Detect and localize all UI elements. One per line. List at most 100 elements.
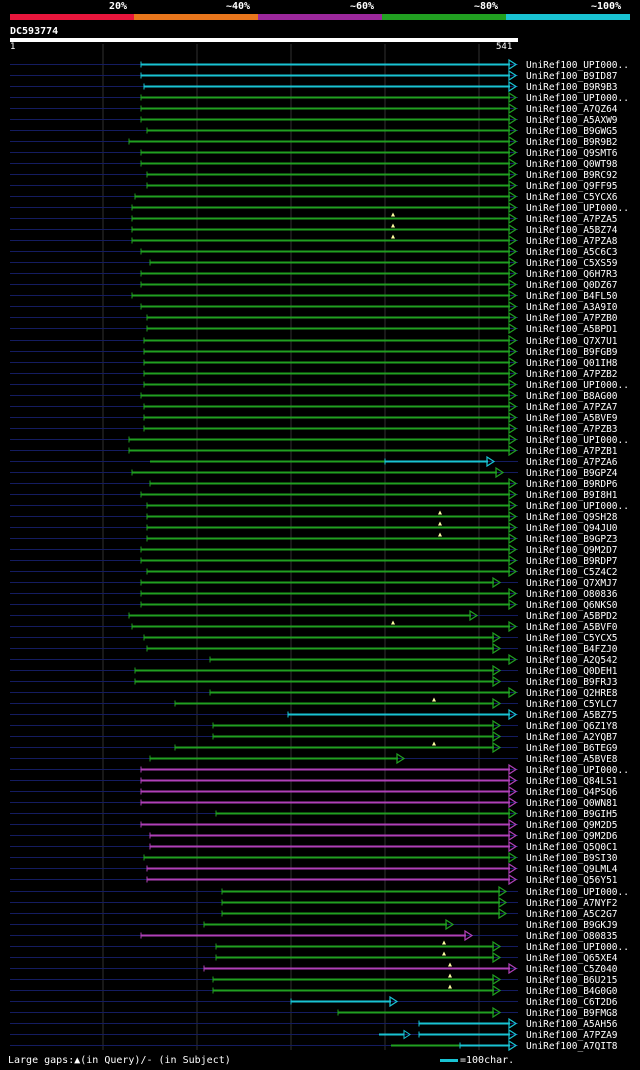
scale-bar-icon [440, 1058, 458, 1062]
hit-accession: UniRef100_Q7X7U1 [526, 336, 618, 347]
legend-segment [10, 14, 134, 20]
hit-accession: UniRef100_Q0DZ67 [526, 280, 618, 291]
hit-accession: UniRef100_B9R9B2 [526, 137, 618, 148]
hit-arrowhead [508, 433, 518, 446]
hit-arrowhead [508, 532, 518, 545]
hit-arrowhead [508, 554, 518, 567]
hit-arrowhead [508, 212, 518, 225]
hit-arrowhead [498, 885, 508, 898]
hit-accession: UniRef100_Q5Q0C1 [526, 842, 618, 853]
hit-accession: UniRef100_Q7XMJ7 [526, 578, 618, 589]
hit-arrowhead [445, 918, 455, 931]
hit-accession: UniRef100_A5BPD1 [526, 324, 618, 335]
hit-accession: UniRef100_B9GIH5 [526, 809, 618, 820]
hit-accession: UniRef100_A7PZB2 [526, 369, 618, 380]
hit-accession: UniRef100_UPI000.. [526, 203, 629, 214]
query-gap-mark [432, 741, 436, 746]
hit-arrowhead [508, 774, 518, 787]
hit-accession: UniRef100_A7PZA9 [526, 1030, 618, 1041]
hit-accession: UniRef100_UPI000.. [526, 887, 629, 898]
hit-accession: UniRef100_Q9SMT6 [526, 148, 618, 159]
hit-arrowhead [508, 818, 518, 831]
legend-segment [382, 14, 506, 20]
gaps-legend: Large gaps:▲(in Query)/- (in Subject) [8, 1055, 231, 1066]
hit-arrowhead [508, 543, 518, 556]
hit-accession: UniRef100_Q6Z1Y8 [526, 721, 618, 732]
hit-arrowhead [498, 907, 508, 920]
hit-accession: UniRef100_B9ID87 [526, 71, 618, 82]
identity-legend: 20% ~40% ~60% ~80% ~100% [10, 0, 630, 24]
hit-arrowhead [492, 576, 502, 589]
scale-legend: =100char. [440, 1055, 514, 1066]
query-id: DC593774 [10, 26, 59, 37]
hit-arrowhead [508, 411, 518, 424]
hit-arrowhead [508, 322, 518, 335]
hit-accession: UniRef100_Q56Y51 [526, 875, 618, 886]
hit-accession: UniRef100_B9RC92 [526, 170, 618, 181]
query-gap-mark [442, 951, 446, 956]
hit-arrowhead [508, 796, 518, 809]
hit-arrowhead [508, 223, 518, 236]
hit-arrowhead [508, 510, 518, 523]
hit-accession: UniRef100_B9SI30 [526, 853, 618, 864]
hit-arrowhead [508, 300, 518, 313]
hit-arrowhead [508, 91, 518, 104]
hit-accession: UniRef100_C5YLC7 [526, 699, 618, 710]
hit-arrowhead [508, 763, 518, 776]
hit-arrowhead [508, 1017, 518, 1030]
ruler-end-label: 541 [496, 42, 513, 52]
hit-arrowhead [508, 256, 518, 269]
hit-accession: UniRef100_A5BVE9 [526, 413, 618, 424]
hit-arrowhead [508, 422, 518, 435]
hit-arrowhead [492, 631, 502, 644]
hit-accession: UniRef100_A5BVF0 [526, 622, 618, 633]
hit-arrowhead [508, 807, 518, 820]
hit-accession: UniRef100_C5XS59 [526, 258, 618, 269]
query-gap-mark [391, 223, 395, 228]
hit-arrowhead [464, 929, 474, 942]
hit-accession: UniRef100_Q9FF95 [526, 181, 618, 192]
hit-accession: UniRef100_A7PZB3 [526, 424, 618, 435]
hit-arrowhead [508, 598, 518, 611]
hit-accession: UniRef100_A7NYF2 [526, 898, 618, 909]
hit-accession: UniRef100_A5C2G7 [526, 909, 618, 920]
hit-arrowhead [508, 334, 518, 347]
hit-accession: UniRef100_A7QZ64 [526, 104, 618, 115]
hit-accession: UniRef100_A5BVE8 [526, 754, 618, 765]
hit-accession: UniRef100_Q65XE4 [526, 953, 618, 964]
hit-accession: UniRef100_UPI000.. [526, 501, 629, 512]
hit-arrowhead [508, 862, 518, 875]
hit-arrowhead [508, 1039, 518, 1052]
hit-arrowhead [492, 1006, 502, 1019]
hit-accession: UniRef100_UPI000.. [526, 942, 629, 953]
hit-accession: UniRef100_A7PZB0 [526, 313, 618, 324]
hit-accession: UniRef100_Q94JU0 [526, 523, 618, 534]
hit-accession: UniRef100_Q0DEH1 [526, 666, 618, 677]
hit-accession: UniRef100_Q2HRE8 [526, 688, 618, 699]
hit-accession: UniRef100_B8AG00 [526, 391, 618, 402]
hit-arrowhead [508, 400, 518, 413]
hit-accession: UniRef100_A7PZA7 [526, 402, 618, 413]
query-gap-mark [391, 212, 395, 217]
query-gap-mark [438, 510, 442, 515]
hit-accession: UniRef100_Q9M2D7 [526, 545, 618, 556]
hit-arrowhead [508, 686, 518, 699]
hit-arrowhead [508, 829, 518, 842]
hit-arrowhead [508, 69, 518, 82]
hit-accession: UniRef100_Q0WT98 [526, 159, 618, 170]
hit-accession: UniRef100_Q0WN81 [526, 798, 618, 809]
legend-label: ~60% [350, 1, 375, 12]
hit-accession: UniRef100_B9I8H1 [526, 490, 618, 501]
query-gap-mark [448, 962, 452, 967]
hit-accession: UniRef100_B6U215 [526, 975, 618, 986]
hit-accession: UniRef100_B9R9B3 [526, 82, 618, 93]
hit-arrowhead [508, 102, 518, 115]
hit-arrowhead [469, 609, 479, 622]
hit-accession: UniRef100_A5C6C3 [526, 247, 618, 258]
hit-arrowhead [508, 201, 518, 214]
hit-arrowhead [495, 466, 505, 479]
hit-arrowhead [508, 378, 518, 391]
hit-arrowhead [508, 653, 518, 666]
hit-arrowhead [492, 642, 502, 655]
